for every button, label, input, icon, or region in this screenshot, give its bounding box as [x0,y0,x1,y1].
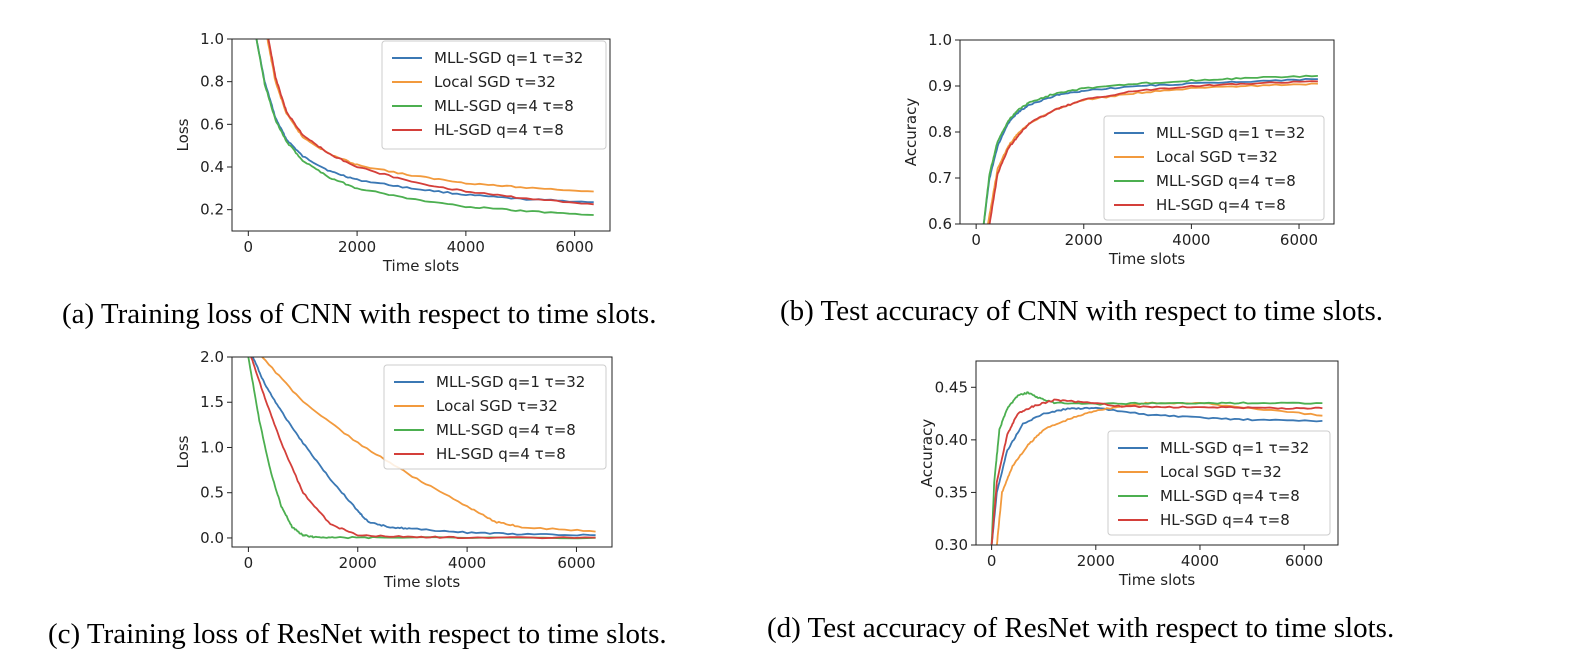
x-tick-label: 4000 [1172,231,1210,249]
y-tick-label: 0.5 [200,484,224,502]
chart-cnn-training-loss: 0 2000 4000 6000 0.2 0.4 0.6 0.8 1.0 Time slots Lo… [160,25,640,285]
series-line [990,398,1323,545]
plot-frame [231,356,613,548]
legend-box [1103,115,1325,221]
y-tick-label: 0.0 [200,529,224,547]
x-tick-label: 6000 [1280,231,1318,249]
series-line [251,357,596,537]
plot-frame [231,38,611,232]
x-tick-label: 2000 [1077,552,1115,570]
series-line [990,406,1323,545]
legend-entry: HL-SGD q=4 τ=8 [434,121,564,139]
x-tick-label: 2000 [339,554,377,572]
series-line [990,391,1323,545]
y-axis-label: Loss [174,435,192,468]
series-line [982,74,1318,224]
legend-entry: MLL-SGD q=4 τ=8 [434,97,574,115]
legend-entry: MLL-SGD q=1 τ=32 [1160,439,1309,457]
series-line [267,39,594,206]
y-tick-label: 0.6 [928,215,952,233]
y-tick-label: 1.0 [928,31,952,49]
legend-entry: Local SGD τ=32 [434,73,556,91]
x-tick-label: 4000 [447,238,485,256]
legend-entry: HL-SGD q=4 τ=8 [436,445,566,463]
chart-svg: 0 2000 4000 6000 0.0 0.5 1.0 1.5 2.0 Time slots Lo… [174,348,613,591]
x-tick-label: 2000 [338,238,376,256]
legend-entry: MLL-SGD q=4 τ=8 [1160,487,1300,505]
chart-cnn-test-accuracy: 0 2000 4000 6000 0.6 0.7 0.8 0.9 1.0 Time slots Ac… [890,28,1360,278]
series-line [988,80,1318,224]
series-line [982,78,1318,224]
legend-box [381,40,607,150]
legend-box [1107,430,1331,536]
y-tick-label: 0.2 [200,201,224,219]
y-tick-label: 0.9 [928,77,952,95]
x-axis-label: Time slots [1118,571,1196,589]
chart-svg: 0 2000 4000 6000 0.30 0.35 0.40 0.45 Time slots A… [918,360,1339,589]
legend-entry: Local SGD τ=32 [1160,463,1282,481]
x-tick-label: 6000 [557,554,595,572]
y-tick-label: 0.30 [935,536,968,554]
x-tick-label: 2000 [1065,231,1103,249]
plot-frame [975,360,1339,546]
y-tick-label: 0.6 [200,115,224,133]
x-tick-label: 0 [244,554,254,572]
legend-entry: Local SGD τ=32 [436,397,558,415]
caption-a: (a) Training loss of CNN with respect to… [62,298,657,330]
series-line [255,39,594,216]
series-line [247,357,596,540]
x-tick-label: 0 [244,238,254,256]
y-tick-label: 0.40 [935,431,968,449]
y-tick-label: 0.8 [928,123,952,141]
x-tick-label: 6000 [556,238,594,256]
x-tick-label: 6000 [1285,552,1323,570]
x-axis-label: Time slots [382,257,460,275]
chart-resnet-test-accuracy: 0 2000 4000 6000 0.30 0.35 0.40 0.45 Time slots A… [890,345,1360,595]
series-line [261,357,596,533]
y-tick-label: 1.5 [200,393,224,411]
series-line [255,39,594,204]
legend-entry: MLL-SGD q=1 τ=32 [1156,124,1305,142]
x-tick-label: 4000 [448,554,486,572]
legend-entry: HL-SGD q=4 τ=8 [1160,511,1290,529]
y-tick-label: 2.0 [200,348,224,366]
series-line [250,357,596,540]
chart-svg: 0 2000 4000 6000 0.2 0.4 0.6 0.8 1.0 Time slots Lo… [174,30,611,275]
y-axis-label: Accuracy [902,98,920,167]
legend-entry: MLL-SGD q=4 τ=8 [436,421,576,439]
legend-entry: MLL-SGD q=1 τ=32 [434,49,583,67]
chart-resnet-training-loss: 0 2000 4000 6000 0.0 0.5 1.0 1.5 2.0 Time slots Lo… [160,345,640,595]
legend-entry: MLL-SGD q=4 τ=8 [1156,172,1296,190]
legend-entry: MLL-SGD q=1 τ=32 [436,373,585,391]
y-axis-label: Loss [174,118,192,151]
y-tick-label: 0.8 [200,73,224,91]
x-axis-label: Time slots [1108,250,1186,268]
x-tick-label: 0 [987,552,997,570]
y-tick-label: 0.4 [200,158,224,176]
x-tick-label: 0 [971,231,981,249]
series-line [266,39,594,193]
y-axis-label: Accuracy [918,419,936,488]
y-tick-label: 1.0 [200,30,224,48]
x-tick-label: 4000 [1181,552,1219,570]
y-tick-label: 0.7 [928,169,952,187]
caption-b: (b) Test accuracy of CNN with respect to… [780,295,1384,327]
legend-box [383,364,607,470]
chart-svg: 0 2000 4000 6000 0.6 0.7 0.8 0.9 1.0 Time slots Ac… [902,31,1335,268]
caption-c: (c) Training loss of ResNet with respect… [48,618,667,650]
legend-entry: Local SGD τ=32 [1156,148,1278,166]
legend-entry: HL-SGD q=4 τ=8 [1156,196,1286,214]
y-tick-label: 0.45 [935,378,968,396]
caption-d: (d) Test accuracy of ResNet with respect… [767,612,1395,644]
x-axis-label: Time slots [383,573,461,591]
y-tick-label: 1.0 [200,438,224,456]
y-tick-label: 0.35 [935,483,968,501]
